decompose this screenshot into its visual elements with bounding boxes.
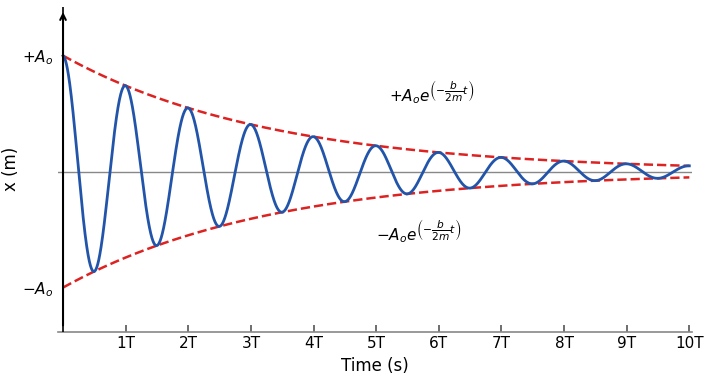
Text: $+A_o e^{\left(-\dfrac{b}{2m}t\right)}$: $+A_o e^{\left(-\dfrac{b}{2m}t\right)}$ — [389, 80, 474, 107]
Y-axis label: x (m): x (m) — [2, 147, 20, 191]
X-axis label: Time (s): Time (s) — [341, 357, 409, 375]
Text: $-A_o e^{\left(-\dfrac{b}{2m}t\right)}$: $-A_o e^{\left(-\dfrac{b}{2m}t\right)}$ — [376, 219, 461, 246]
